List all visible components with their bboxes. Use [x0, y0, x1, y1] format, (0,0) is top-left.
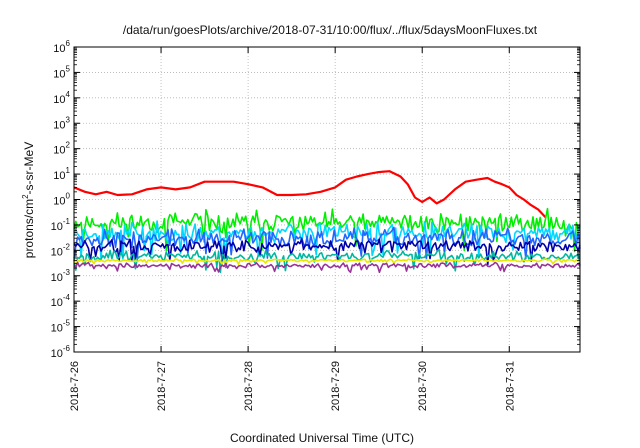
y-tick-label: 10-2	[51, 242, 71, 258]
y-tick-label: 103	[53, 115, 70, 131]
y-tick-label: 10-6	[51, 344, 71, 360]
x-axis-label: Coordinated Universal Time (UTC)	[230, 431, 414, 445]
y-tick-label: 105	[53, 64, 70, 80]
series-line-4	[73, 238, 581, 266]
x-tick-label: 2018-7-26	[69, 361, 81, 411]
y-tick-label: 10-1	[51, 217, 71, 233]
y-tick-label: 102	[53, 141, 70, 157]
y-tick-label: 101	[53, 166, 70, 182]
series-line-6	[73, 257, 581, 266]
x-tick-label: 2018-7-31	[504, 361, 516, 411]
y-tick-label: 10-5	[51, 319, 71, 335]
y-tick-label: 104	[53, 90, 70, 106]
data-series	[73, 170, 581, 274]
x-tick-labels: 2018-7-26 2018-7-27 2018-7-28 2018-7-29 2018…	[69, 361, 516, 411]
x-tick-label: 2018-7-28	[243, 361, 255, 411]
y-tick-label: 10-4	[51, 293, 71, 309]
series-line-0	[73, 170, 547, 219]
y-tick-label: 100	[53, 192, 70, 208]
y-axis-label: protons/cm2-s-sr-MeV	[21, 142, 36, 258]
series-line-5	[73, 248, 581, 274]
series-line-7	[73, 261, 581, 274]
y-tick-labels: 10-6 10-5 10-4 10-3 10-2 10-1 100 101 102 103 104 1…	[51, 39, 71, 360]
y-tick-label: 106	[53, 39, 70, 55]
series-line-3	[73, 226, 581, 262]
axis-ticks	[73, 46, 580, 353]
y-tick-label: 10-3	[51, 268, 71, 284]
chart-title: /data/run/goesPlots/archive/2018-07-31/1…	[123, 23, 538, 37]
x-tick-label: 2018-7-30	[417, 361, 429, 411]
x-tick-label: 2018-7-27	[156, 361, 168, 411]
x-tick-label: 2018-7-29	[330, 361, 342, 411]
